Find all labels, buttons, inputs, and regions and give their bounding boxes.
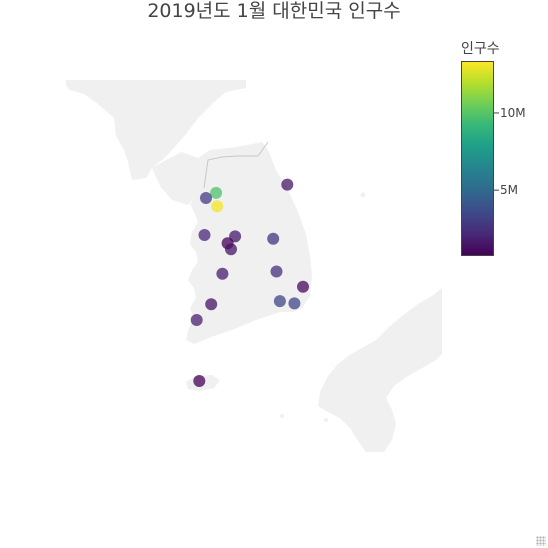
colorbar-tick-label: 10M [500,106,526,120]
island [324,418,328,422]
city-marker[interactable] [210,186,223,199]
city-points [190,178,309,387]
city-marker[interactable] [273,295,286,308]
city-marker[interactable] [211,200,224,213]
country-border [203,141,269,189]
city-marker[interactable] [200,192,212,204]
colorbar-ticks: 5M 10M [494,106,526,197]
colorbar-tick-label: 5M [500,183,518,197]
colorbar-title: 인구수 [461,41,500,57]
city-marker[interactable] [190,314,203,326]
north-korea-land [66,80,268,205]
colorbar [461,61,494,256]
map-layer [66,80,442,452]
island [360,192,366,198]
city-marker[interactable] [205,298,218,311]
city-marker[interactable] [297,280,309,293]
chart-title: 2019년도 1월 대한민국 인구수 [147,0,401,22]
city-marker[interactable] [225,243,237,256]
city-marker[interactable] [281,178,294,191]
city-marker[interactable] [216,267,229,280]
city-marker[interactable] [198,229,211,241]
japan-land [318,288,442,452]
city-marker[interactable] [267,232,280,245]
city-marker[interactable] [270,265,283,278]
island [280,414,284,418]
city-marker[interactable] [288,297,301,310]
resize-handle[interactable] [536,536,546,546]
city-marker[interactable] [193,375,206,387]
